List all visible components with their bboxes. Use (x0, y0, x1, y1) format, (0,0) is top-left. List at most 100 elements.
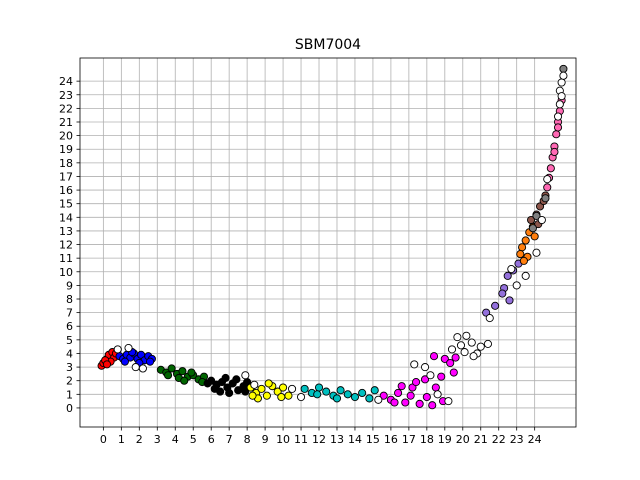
x-tick-label: 19 (438, 433, 452, 446)
x-tick-label: 15 (366, 433, 380, 446)
data-point (250, 380, 259, 389)
data-point (498, 289, 507, 298)
data-point (390, 398, 399, 407)
data-point (453, 333, 462, 342)
x-tick-label: 6 (208, 433, 215, 446)
plot-frame (79, 57, 577, 428)
data-point (469, 352, 478, 361)
data-point (429, 352, 439, 361)
data-point (120, 357, 129, 366)
data-point (279, 383, 288, 392)
data-point (559, 71, 568, 80)
data-point (456, 341, 466, 350)
data-point (521, 271, 530, 280)
data-point (543, 183, 552, 192)
data-point (552, 130, 561, 139)
x-tick-label: 20 (456, 433, 470, 446)
data-point (553, 123, 563, 132)
data-point (412, 378, 421, 387)
data-point (519, 256, 528, 265)
data-point (415, 399, 424, 408)
data-point (553, 112, 563, 121)
y-tick-label: 9 (66, 279, 73, 292)
y-tick-label: 24 (59, 75, 73, 88)
data-point (532, 248, 541, 257)
data-point (221, 373, 230, 383)
y-tick-label: 4 (66, 347, 73, 360)
y-tick-label: 10 (59, 266, 73, 279)
data-point (557, 92, 566, 101)
data-point (440, 354, 449, 363)
y-tick-label: 16 (59, 184, 73, 197)
data-point (203, 379, 212, 388)
y-tick-label: 12 (59, 239, 73, 252)
data-point (451, 353, 460, 362)
data-point (420, 363, 430, 372)
data-point (379, 391, 388, 400)
data-point (300, 384, 309, 393)
data-point (131, 363, 140, 372)
data-point (225, 388, 234, 398)
data-point (336, 386, 345, 395)
data-point (467, 338, 476, 347)
y-tick-label: 20 (59, 130, 73, 143)
data-point (241, 371, 250, 380)
data-point (138, 364, 147, 373)
data-point (546, 164, 555, 173)
data-point (288, 384, 297, 393)
data-point (444, 397, 453, 406)
data-point (460, 348, 469, 357)
data-point (370, 386, 379, 395)
data-point (532, 211, 541, 220)
y-tick-label: 6 (66, 320, 73, 333)
data-point (422, 392, 431, 402)
y-tick-label: 23 (59, 89, 73, 102)
data-point (248, 391, 257, 400)
data-point (397, 382, 406, 391)
x-tick-label: 4 (172, 433, 179, 446)
data-point (537, 215, 546, 225)
x-tick-label: 11 (294, 433, 308, 446)
x-tick-label: 23 (510, 433, 524, 446)
data-point (550, 147, 559, 157)
data-point (284, 391, 293, 400)
data-point (437, 372, 446, 381)
data-point (314, 383, 324, 392)
data-point (178, 367, 187, 376)
data-point (449, 368, 458, 377)
data-point (358, 388, 367, 398)
data-point (507, 265, 516, 274)
y-tick-label: 0 (66, 402, 73, 415)
x-tick-label: 21 (474, 433, 488, 446)
data-point (262, 391, 271, 400)
data-point (527, 215, 536, 225)
data-point (187, 368, 196, 377)
y-tick-label: 14 (59, 211, 73, 224)
data-point (180, 376, 189, 385)
data-point (485, 314, 494, 323)
data-point (216, 387, 225, 396)
data-point (446, 358, 455, 368)
data-point (559, 64, 568, 73)
data-point (113, 345, 122, 354)
chart-title: SBM7004 (295, 37, 361, 53)
data-point (543, 175, 552, 184)
data-point (530, 232, 539, 241)
x-tick-label: 16 (384, 433, 398, 446)
data-point (447, 345, 457, 354)
grid-lines (80, 58, 576, 427)
y-tick-label: 3 (66, 361, 73, 374)
x-tick-label: 17 (402, 433, 416, 446)
x-tick-label: 18 (420, 433, 434, 446)
data-point (431, 383, 440, 392)
data-point (313, 390, 322, 399)
y-tick-label: 21 (59, 116, 73, 129)
x-tick-label: 0 (100, 433, 107, 446)
x-tick-label: 13 (330, 433, 344, 446)
y-tick-label: 19 (59, 143, 73, 156)
y-tick-label: 11 (59, 252, 73, 265)
data-point (322, 387, 331, 396)
x-axis: 0 1 2 3 4 5 6 7 8 9 10 11 12 13 14 15 16 17 18 19 20 21 22 23 24 (100, 427, 542, 446)
data-point (257, 384, 266, 393)
x-tick-label: 12 (312, 433, 326, 446)
